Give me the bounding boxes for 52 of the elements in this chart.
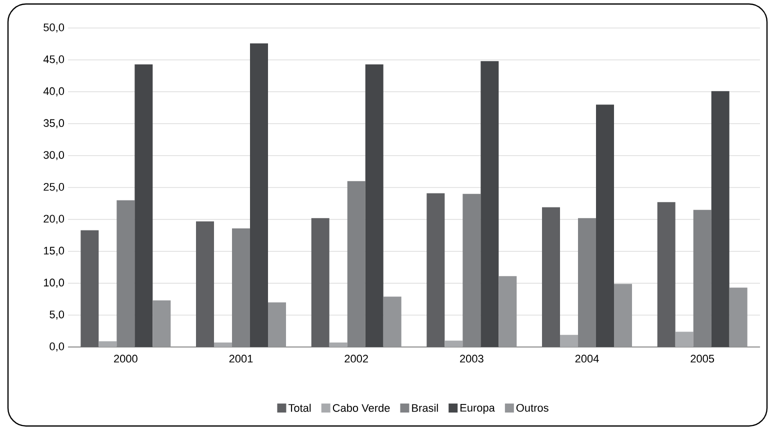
legend-label: Europa bbox=[460, 404, 495, 414]
bar bbox=[196, 221, 214, 347]
y-tick-label: 5,0 bbox=[50, 310, 64, 320]
x-tick-label: 2005 bbox=[690, 354, 714, 363]
bar bbox=[729, 288, 748, 347]
y-tick-label: 45,0 bbox=[43, 55, 64, 64]
y-tick-label: 0,0 bbox=[50, 342, 64, 352]
bar bbox=[268, 302, 286, 347]
bar bbox=[480, 61, 499, 347]
y-tick-label: 25,0 bbox=[44, 182, 64, 192]
bar bbox=[98, 341, 117, 347]
x-tick-label: 2000 bbox=[114, 354, 138, 363]
bar bbox=[214, 342, 232, 347]
y-tick-label: 10,0 bbox=[44, 278, 64, 288]
y-tick-label: 15,0 bbox=[44, 246, 64, 256]
legend-label: Outros bbox=[516, 404, 548, 412]
bar bbox=[462, 194, 481, 347]
bar bbox=[426, 193, 445, 347]
bar bbox=[383, 296, 402, 347]
y-tick-label: 50,0 bbox=[44, 23, 64, 33]
x-tick-label: 2002 bbox=[344, 354, 368, 363]
y-tick-label: 35,0 bbox=[44, 119, 64, 128]
bar bbox=[711, 91, 730, 347]
bar bbox=[152, 300, 171, 347]
bar bbox=[80, 230, 99, 347]
legend-label: Cabo Verde bbox=[332, 404, 390, 412]
bar bbox=[250, 43, 268, 347]
bar bbox=[347, 181, 366, 347]
bar bbox=[657, 202, 676, 347]
y-tick-label: 40,0 bbox=[43, 87, 64, 96]
bar bbox=[444, 340, 463, 347]
x-tick-label: 2003 bbox=[460, 354, 484, 363]
bar bbox=[498, 276, 517, 347]
bar bbox=[134, 64, 153, 347]
bar bbox=[693, 210, 712, 347]
x-tick-label: 2004 bbox=[575, 354, 599, 363]
bar bbox=[578, 218, 596, 347]
bar bbox=[232, 228, 250, 347]
bar bbox=[311, 218, 330, 347]
bar bbox=[675, 332, 694, 347]
bar bbox=[614, 284, 632, 347]
legend-label: Total bbox=[288, 404, 311, 412]
y-tick-label: 30,0 bbox=[44, 151, 64, 160]
bar bbox=[596, 104, 614, 347]
bar bbox=[542, 207, 560, 347]
bar bbox=[116, 200, 135, 347]
bar bbox=[365, 64, 384, 347]
bar bbox=[560, 334, 578, 347]
x-tick-label: 2001 bbox=[229, 354, 253, 363]
legend-label: Brasil bbox=[412, 404, 438, 412]
y-tick-label: 20,0 bbox=[44, 214, 64, 224]
bar bbox=[329, 342, 348, 347]
